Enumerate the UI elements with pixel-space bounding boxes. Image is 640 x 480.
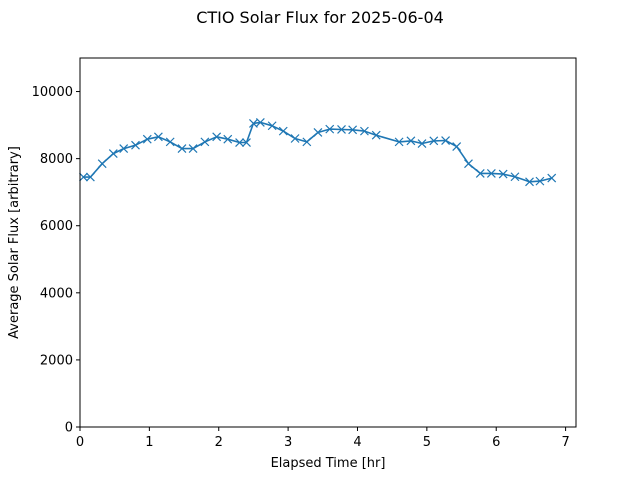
plot-area bbox=[80, 58, 576, 427]
data-point-marker bbox=[267, 121, 277, 131]
y-axis-ticks: 0 2000 4000 6000 8000 10000 bbox=[32, 85, 80, 436]
x-tick-label: 3 bbox=[284, 435, 292, 450]
plot-frame bbox=[79, 57, 577, 428]
x-axis-ticks: 0 1 2 3 4 5 6 7 bbox=[76, 427, 570, 450]
data-point-marker bbox=[97, 159, 107, 169]
data-point-marker bbox=[212, 132, 222, 142]
x-tick-label: 5 bbox=[423, 435, 431, 450]
data-point-marker bbox=[313, 128, 323, 137]
data-point-marker bbox=[525, 177, 534, 187]
y-tick-label: 2000 bbox=[40, 353, 73, 368]
data-point-marker bbox=[417, 139, 427, 148]
x-tick-label: 2 bbox=[215, 435, 223, 450]
data-point-marker bbox=[79, 172, 88, 182]
data-point-marker bbox=[429, 136, 439, 146]
data-point-marker bbox=[475, 168, 485, 178]
data-point-marker bbox=[441, 136, 451, 145]
data-point-marker bbox=[337, 125, 346, 134]
data-point-marker bbox=[188, 144, 198, 153]
data-point-marker bbox=[371, 130, 381, 140]
data-point-marker bbox=[452, 142, 462, 151]
y-tick-label: 4000 bbox=[40, 286, 73, 301]
data-point-marker bbox=[255, 117, 265, 127]
data-point-marker bbox=[278, 126, 288, 136]
data-point-marker bbox=[131, 140, 140, 150]
data-point-marker bbox=[302, 137, 312, 147]
x-tick-label: 0 bbox=[76, 435, 84, 450]
y-tick-label: 10000 bbox=[32, 85, 73, 100]
y-axis-label: Average Solar Flux [arbitrary] bbox=[7, 146, 22, 339]
chart-title: CTIO Solar Flux for 2025-06-04 bbox=[196, 8, 444, 27]
data-point-marker bbox=[510, 172, 520, 182]
data-point-marker bbox=[290, 134, 300, 143]
x-tick-label: 1 bbox=[145, 435, 153, 450]
x-tick-label: 7 bbox=[561, 435, 569, 450]
data-point-marker bbox=[165, 137, 175, 147]
data-point-marker bbox=[348, 125, 358, 135]
data-point-marker bbox=[325, 124, 335, 134]
data-point-marker bbox=[498, 169, 508, 179]
data-point-marker bbox=[177, 144, 187, 153]
data-point-marker bbox=[486, 168, 496, 178]
data-point-marker bbox=[547, 173, 557, 183]
x-tick-label: 6 bbox=[492, 435, 500, 450]
data-point-marker bbox=[535, 176, 545, 186]
data-point-marker bbox=[153, 132, 163, 142]
data-point-marker bbox=[242, 138, 251, 147]
data-point-marker bbox=[235, 138, 244, 147]
y-tick-label: 8000 bbox=[40, 152, 73, 167]
data-point-marker bbox=[406, 136, 416, 146]
data-point-marker bbox=[200, 137, 210, 147]
data-point-marker bbox=[142, 134, 152, 144]
data-marks bbox=[79, 117, 557, 187]
data-point-marker bbox=[85, 172, 95, 182]
data-point-marker bbox=[108, 149, 118, 159]
x-axis-label: Elapsed Time [hr] bbox=[271, 456, 386, 471]
data-point-marker bbox=[359, 126, 369, 136]
data-point-marker bbox=[119, 144, 129, 153]
data-point-marker bbox=[464, 159, 473, 169]
x-tick-label: 4 bbox=[353, 435, 361, 450]
y-tick-label: 0 bbox=[65, 421, 73, 436]
data-point-marker bbox=[394, 137, 404, 147]
data-point-marker bbox=[223, 134, 233, 144]
y-tick-label: 6000 bbox=[40, 219, 73, 234]
